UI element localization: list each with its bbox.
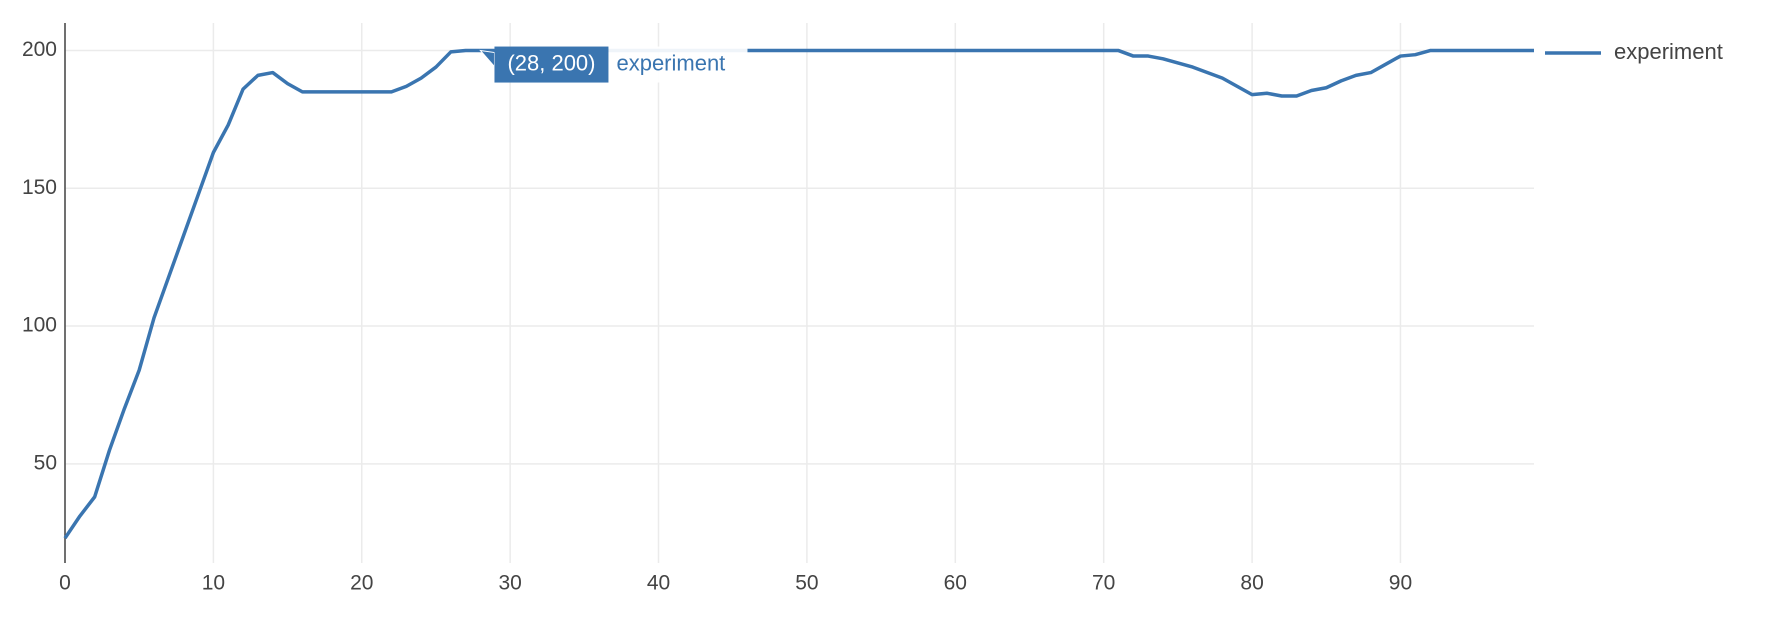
x-tick-label: 50 xyxy=(795,572,818,595)
hover-name-box xyxy=(608,46,748,83)
x-tick-label: 20 xyxy=(350,572,373,595)
x-tick-label: 80 xyxy=(1240,572,1263,595)
x-tick-label: 30 xyxy=(498,572,521,595)
x-tick-label: 10 xyxy=(202,572,225,595)
y-tick-label: 150 xyxy=(22,176,57,199)
line-series xyxy=(63,48,1534,540)
hover-name: experiment xyxy=(616,50,725,75)
hover-pointer xyxy=(479,49,495,68)
x-tick-label: 90 xyxy=(1389,572,1412,595)
x-tick-label: 70 xyxy=(1092,572,1115,595)
y-tick-label: 100 xyxy=(22,314,57,337)
x-tick-label: 40 xyxy=(647,572,670,595)
hover-box xyxy=(494,46,609,83)
y-tick-label: 50 xyxy=(34,451,57,474)
legend-label: experiment xyxy=(1614,39,1723,64)
x-tick-label: 60 xyxy=(944,572,967,595)
x-tick-label: 0 xyxy=(59,572,71,595)
y-tick-label: 200 xyxy=(22,38,57,61)
hover-text: (28, 200) xyxy=(507,50,595,75)
